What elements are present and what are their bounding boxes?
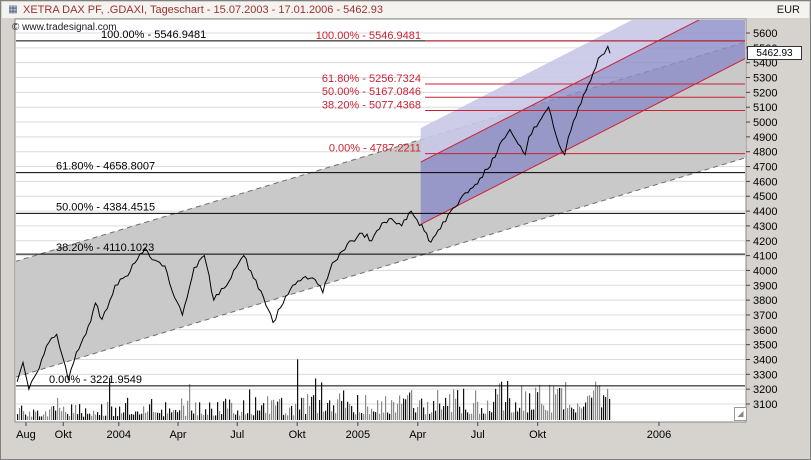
fib-label-black[interactable]: 50.00% - 4384.4515 [56,201,155,213]
blue-trend-channel[interactable] [420,1,746,225]
y-axis-label: 5100 [753,102,777,114]
x-axis-label: Apr [169,429,186,441]
y-axis-label: 5600 [753,28,777,40]
x-axis-label: Aug [16,429,36,441]
current-price-badge: 5462.93 [747,46,802,60]
y-axis-label: 4400 [753,206,777,218]
x-axis-label: 2005 [346,429,370,441]
fib-label-black[interactable]: 0.00% - 3221.9549 [49,374,142,386]
y-axis-label: 3700 [753,310,777,322]
y-axis-label: 5000 [753,117,777,129]
y-axis-label: 3400 [753,354,777,366]
x-axis-label: Jul [471,429,485,441]
scroll-corner-button[interactable]: ◢ [734,407,747,421]
x-axis-label: 2004 [107,429,131,441]
y-axis-label: 3500 [753,340,777,352]
chart-title: XETRA DAX PF, .GDAXI, Tageschart - 15.07… [23,4,383,16]
y-axis-label: 4100 [753,251,777,263]
title-bar[interactable]: ▦ XETRA DAX PF, .GDAXI, Tageschart - 15.… [2,2,809,18]
y-axis-label: 3600 [753,325,777,337]
fib-label-red[interactable]: 100.00% - 5546.9481 [316,30,421,42]
volume-bars [17,359,611,420]
y-axis-label: 5200 [753,87,777,99]
tradesignal-watermark: © www.tradesignal.com [12,22,117,33]
fib-label-red[interactable]: 50.00% - 5167.0846 [322,86,421,98]
fib-label-red[interactable]: 0.00% - 4787.2211 [329,143,421,155]
x-axis-label: Okt [289,429,306,441]
fib-label-black[interactable]: 100.00% - 5546.9481 [101,29,206,41]
fib-projection-red[interactable]: 100.00% - 5546.9481 61.80% - 5256.732450.… [316,30,745,155]
y-axis-label: 5400 [753,58,777,70]
fib-retracement-black[interactable]: 100.00% - 5546.9481 61.80% - 4658.8007 50.… [16,29,745,387]
y-axis-label: 3800 [753,295,777,307]
currency-label: EUR [776,4,800,16]
y-axis-label: 3200 [753,384,777,396]
y-axis-label: 4600 [753,176,777,188]
x-axis-label: Apr [409,429,426,441]
y-axis-label: 4200 [753,236,777,248]
x-axis: Aug Okt 2004 Apr Jul Okt 2005 Apr Jul Okt 2006 [16,422,671,441]
x-axis-label: Okt [55,429,72,441]
x-axis-label: 2006 [647,429,671,441]
y-axis-label: 4800 [753,147,777,159]
y-axis-label: 5300 [753,73,777,85]
y-axis-label: 4900 [753,132,777,144]
y-axis-label: 4000 [753,265,777,277]
y-axis-label: 3900 [753,280,777,292]
fib-label-red[interactable]: 61.80% - 5256.7324 [322,73,421,85]
price-series [16,45,611,392]
x-axis-label: Jul [230,429,244,441]
x-axis-label: Okt [529,429,546,441]
fib-label-black[interactable]: 38.20% - 4110.1023 [56,242,154,254]
y-axis-label: 3100 [753,399,777,411]
y-axis-label: 4300 [753,221,777,233]
window-icon: ▦ [8,4,18,15]
y-axis-label: 4700 [753,162,777,174]
fib-label-black[interactable]: 61.80% - 4658.8007 [56,161,155,173]
y-axis-label: 3300 [753,369,777,381]
y-axis-label: 4500 [753,191,777,203]
fib-label-red[interactable]: 38.20% - 5077.4368 [322,100,421,112]
